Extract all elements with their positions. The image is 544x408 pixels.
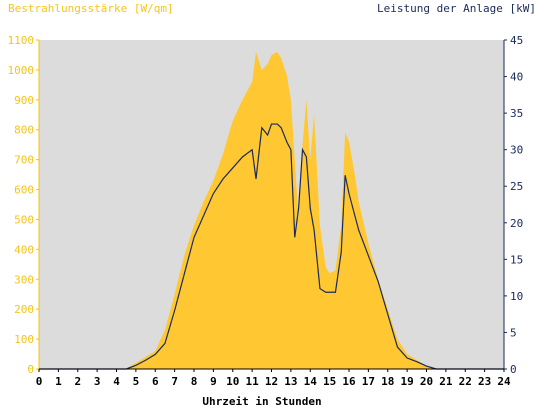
x-tick-label: 9 bbox=[210, 375, 217, 388]
irradiance-area bbox=[39, 51, 504, 370]
left-tick-label: 100 bbox=[14, 333, 34, 346]
x-tick-label: 18 bbox=[381, 375, 394, 388]
left-tick-label: 300 bbox=[14, 273, 34, 286]
x-axis-label: Uhrzeit in Stunden bbox=[202, 395, 321, 408]
x-tick-label: 22 bbox=[459, 375, 472, 388]
x-tick-label: 11 bbox=[246, 375, 260, 388]
right-tick-label: 25 bbox=[510, 180, 523, 193]
x-tick-label: 4 bbox=[113, 375, 120, 388]
left-tick-label: 400 bbox=[14, 243, 34, 256]
right-tick-label: 40 bbox=[510, 71, 523, 84]
left-tick-label: 600 bbox=[14, 184, 34, 197]
x-tick-label: 14 bbox=[304, 375, 318, 388]
right-tick-label: 45 bbox=[510, 34, 523, 47]
x-tick-label: 21 bbox=[439, 375, 453, 388]
right-tick-label: 20 bbox=[510, 217, 523, 230]
left-axis-label: Bestrahlungsstärke [W/qm] bbox=[8, 2, 174, 15]
x-tick-label: 12 bbox=[265, 375, 278, 388]
x-tick-label: 5 bbox=[133, 375, 140, 388]
right-axis-label: Leistung der Anlage [kW] bbox=[377, 2, 536, 15]
x-tick-label: 23 bbox=[478, 375, 491, 388]
left-tick-label: 1100 bbox=[8, 34, 35, 47]
x-tick-label: 13 bbox=[284, 375, 297, 388]
x-tick-label: 2 bbox=[74, 375, 81, 388]
x-tick-label: 20 bbox=[420, 375, 433, 388]
right-tick-label: 0 bbox=[510, 363, 517, 376]
x-tick-label: 3 bbox=[94, 375, 101, 388]
left-tick-label: 500 bbox=[14, 213, 34, 226]
left-tick-label: 800 bbox=[14, 124, 34, 137]
right-tick-label: 5 bbox=[510, 326, 517, 339]
x-tick-label: 7 bbox=[171, 375, 178, 388]
left-tick-label: 0 bbox=[27, 363, 34, 376]
x-tick-label: 15 bbox=[323, 375, 336, 388]
power-line bbox=[39, 123, 504, 370]
x-tick-label: 0 bbox=[36, 375, 43, 388]
x-tick-label: 6 bbox=[152, 375, 159, 388]
right-tick-label: 15 bbox=[510, 253, 523, 266]
right-tick-label: 35 bbox=[510, 107, 523, 120]
x-tick-label: 8 bbox=[191, 375, 198, 388]
left-tick-label: 1000 bbox=[8, 64, 35, 77]
left-tick-label: 200 bbox=[14, 303, 34, 316]
x-axis-ticks: 0 1 2 3 4 5 6 7 8 9 10 11 12 13 14 15 16 17 18 19 20 21 22 23 24 bbox=[36, 369, 511, 388]
right-tick-label: 10 bbox=[510, 290, 523, 303]
left-axis-ticks: 0 100 200 300 400 500 600 700 800 900 1000 1100 bbox=[8, 34, 39, 376]
x-tick-label: 10 bbox=[226, 375, 239, 388]
x-tick-label: 24 bbox=[497, 375, 511, 388]
left-tick-label: 900 bbox=[14, 94, 34, 107]
x-tick-label: 19 bbox=[401, 375, 414, 388]
right-tick-label: 30 bbox=[510, 144, 523, 157]
right-axis-ticks: 0 5 10 15 20 25 30 35 40 45 bbox=[504, 34, 523, 376]
left-tick-label: 700 bbox=[14, 154, 34, 167]
x-tick-label: 1 bbox=[55, 375, 62, 388]
x-tick-label: 17 bbox=[362, 375, 375, 388]
x-tick-label: 16 bbox=[342, 375, 356, 388]
